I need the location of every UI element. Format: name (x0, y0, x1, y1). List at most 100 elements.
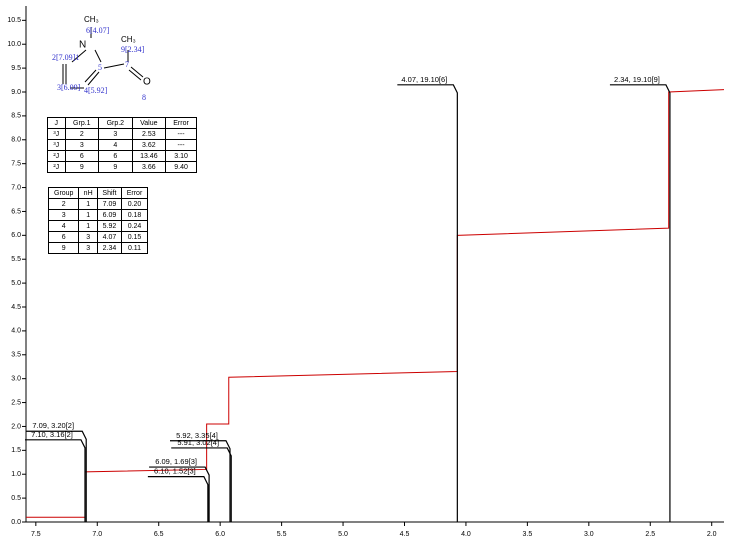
peak-label: 6.10, 1.52[3] (154, 467, 196, 476)
atom-label: CH₃ (84, 15, 99, 24)
cell: 9 (64, 161, 100, 173)
molecule (62, 27, 144, 89)
cell: 2 (64, 128, 100, 140)
y-tick-label: 10.0 (7, 41, 21, 48)
y-tick-label: 4.5 (11, 304, 21, 311)
atom-label: 7 (125, 60, 129, 69)
row: ³J 3 4 3.62 --- (47, 139, 197, 151)
x-tick-label: 2.0 (707, 531, 717, 538)
cell: 3 (78, 242, 98, 254)
y-tick-label: 9.5 (11, 65, 21, 72)
y-tick-label: 1.5 (11, 447, 21, 454)
peak (26, 430, 87, 522)
group-table: Group nH Shift Error 2 1 7.09 0.20 3 1 6.09 0.18 4 1 5… (47, 187, 148, 254)
row: 6 3 4.07 0.15 (47, 231, 148, 243)
cell: ³J (47, 139, 66, 151)
x-tick-label: 3.5 (523, 531, 533, 538)
y-tick-label: 2.0 (11, 423, 21, 430)
y-tick-label: 2.5 (11, 399, 21, 406)
peak-label: 7.09, 3.20[2] (32, 421, 74, 430)
atom-label: 9[2.34] (121, 45, 145, 54)
cell: 3.62 (131, 139, 167, 151)
cell: 5.92 (96, 220, 123, 232)
bond (84, 69, 97, 83)
cell: Group (47, 187, 80, 199)
y-tick-label: 6.0 (11, 232, 21, 239)
cell: 3 (64, 139, 100, 151)
y-tick-label: 8.0 (11, 137, 21, 144)
x-tick-label: 6.5 (154, 531, 164, 538)
bond (103, 63, 125, 69)
cell: 1 (78, 198, 98, 210)
cell: 13.46 (131, 150, 167, 162)
cell: 1 (78, 209, 98, 221)
cell: 4.07 (96, 231, 123, 243)
y-tick-label: 7.5 (11, 161, 21, 168)
cell: 4 (47, 220, 80, 232)
cell: 0.15 (121, 231, 148, 243)
cell: Shift (96, 187, 123, 199)
peak-label: 6.09, 1.69[3] (155, 457, 197, 466)
row: 2 1 7.09 0.20 (47, 198, 148, 210)
cell: 6 (98, 150, 133, 162)
cell: 3.66 (131, 161, 167, 173)
peak (171, 447, 232, 522)
cell: 3 (78, 231, 98, 243)
peak (24, 439, 86, 522)
j-table: J Grp.1 Grp.2 Value Error ³J 2 3 2.53 --- ³J 3 4 3.62… (47, 117, 197, 173)
peak (609, 84, 671, 522)
x-tick-label: 3.0 (584, 531, 594, 538)
x-tick-label: 4.0 (461, 531, 471, 538)
atom-label: 8 (142, 93, 146, 102)
cell: --- (165, 139, 197, 151)
atom-label: 4[5.92] (84, 86, 108, 95)
atom-label: O (143, 77, 151, 88)
x-tick-label: 5.5 (277, 531, 287, 538)
y-tick-label: 1.0 (11, 471, 21, 478)
y-tick-label: 4.0 (11, 328, 21, 335)
y-tick-label: 0.0 (11, 519, 21, 526)
y-tick-label: 3.0 (11, 376, 21, 383)
bond (94, 49, 102, 63)
peak-label: 5.91, 3.02[4] (177, 438, 219, 447)
cell: 6.09 (96, 209, 123, 221)
peak-label: 5.92, 3.35[4] (176, 431, 218, 440)
bond (128, 69, 142, 81)
cell: Value (131, 117, 167, 129)
row: ³J 2 3 2.53 --- (47, 128, 197, 140)
cell: --- (165, 128, 197, 140)
row: ²J 6 6 13.46 3.10 (47, 150, 197, 162)
x-tick-label: 5.0 (338, 531, 348, 538)
cell: 0.24 (121, 220, 148, 232)
cell: 1 (78, 220, 98, 232)
cell: Grp.1 (64, 117, 100, 129)
peak (397, 84, 458, 522)
cell: 9 (98, 161, 133, 173)
y-tick-label: 5.5 (11, 256, 21, 263)
cell: 0.20 (121, 198, 148, 210)
y-tick-label: 3.5 (11, 352, 21, 359)
cell: ²J (47, 161, 66, 173)
y-tick-label: 9.0 (11, 89, 21, 96)
peak (149, 466, 210, 522)
bond (87, 71, 100, 86)
cell: 3.10 (165, 150, 197, 162)
cell: 0.11 (121, 242, 148, 254)
cell: 4 (98, 139, 133, 151)
atom-label: 3[6.09] (57, 83, 81, 92)
cell: Grp.2 (98, 117, 133, 129)
cell: 9 (47, 242, 80, 254)
atom-label: CH₃ (121, 35, 136, 44)
y-tick-label: 5.0 (11, 280, 21, 287)
peak (147, 476, 209, 522)
cell: 6 (64, 150, 100, 162)
cell: ²J (47, 150, 66, 162)
cell: Error (121, 187, 148, 199)
atom-label: 5 (98, 63, 102, 72)
bond (71, 49, 87, 63)
row: ²J 9 9 3.66 9.40 (47, 161, 197, 173)
cell: 9.40 (165, 161, 197, 173)
y-tick-label: 6.5 (11, 208, 21, 215)
